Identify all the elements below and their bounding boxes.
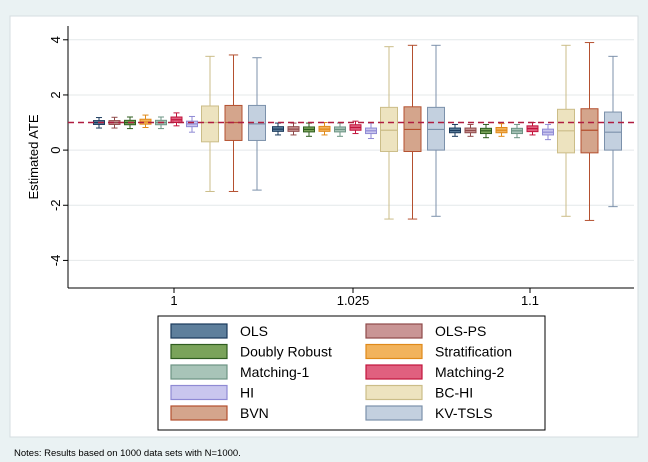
- y-tick-label: -2: [48, 199, 63, 211]
- legend-label: OLS-PS: [435, 323, 486, 339]
- legend-swatch: [170, 323, 228, 339]
- box-hi-0: [186, 115, 198, 133]
- plot-area: [68, 26, 634, 288]
- legend-item-matching-1: Matching-1: [170, 364, 309, 380]
- legend-item-stratification: Stratification: [365, 343, 512, 360]
- legend-swatch: [365, 364, 423, 380]
- box-kv-tsls-1: [427, 44, 445, 217]
- boxes-layer: [93, 42, 622, 221]
- x-ticks: 1 1.025 1.1: [170, 288, 539, 308]
- x-tick-label: 1: [170, 293, 177, 308]
- legend-swatch: [170, 364, 228, 380]
- box-bc-hi-1: [380, 46, 398, 220]
- y-tick-label: 4: [48, 36, 63, 43]
- x-tick-label: 1.025: [337, 293, 370, 308]
- legend-item-matching-2: Matching-2: [365, 364, 504, 380]
- box-iqr: [380, 106, 398, 152]
- y-tick-label: 0: [48, 146, 63, 153]
- legend-swatch: [365, 405, 423, 421]
- x-tick-label: 1.1: [521, 293, 539, 308]
- box-ols-1: [272, 122, 284, 136]
- y-tick-label: -4: [48, 255, 63, 267]
- legend-item-ols-ps: OLS-PS: [365, 323, 486, 339]
- legend-swatch: [170, 384, 228, 401]
- legend-label: Matching-1: [240, 364, 309, 380]
- box-bc-hi-0: [201, 55, 219, 192]
- box-ols-2: [449, 123, 461, 137]
- legend-label: BVN: [240, 405, 269, 421]
- box-matching-2-0: [170, 112, 183, 127]
- box-matching-2-1: [349, 120, 362, 135]
- legend-label: Stratification: [435, 344, 512, 360]
- legend-label: HI: [240, 385, 254, 401]
- box-matching-1-2: [511, 123, 523, 139]
- legend-item-bc-hi: BC-HI: [365, 384, 473, 401]
- legend-item-doubly-robust: Doubly Robust: [170, 343, 332, 360]
- legend-label: Doubly Robust: [240, 344, 332, 360]
- chart-note: Notes: Results based on 1000 data sets w…: [14, 448, 241, 459]
- y-ticks: -4 -2 0 2 4: [48, 36, 68, 266]
- grid-layer: [68, 39, 634, 261]
- box-bc-hi-2: [557, 44, 575, 217]
- legend-label: KV-TSLS: [435, 405, 493, 421]
- box-kv-tsls-2: [604, 55, 622, 208]
- box-stratification-1: [318, 122, 331, 136]
- legend-swatch: [365, 384, 423, 401]
- legend-item-kv-tsls: KV-TSLS: [365, 405, 493, 421]
- legend-item-ols: OLS: [170, 323, 268, 339]
- legend: OLS OLS-PS Doubly Robust Stratification Matc…: [170, 323, 512, 421]
- legend-item-hi: HI: [170, 384, 254, 401]
- y-tick-label: 2: [48, 91, 63, 98]
- legend-swatch: [365, 343, 423, 360]
- legend-label: Matching-2: [435, 364, 504, 380]
- box-doubly-robust-2: [480, 123, 492, 139]
- legend-swatch: [170, 343, 228, 360]
- box-kv-tsls-0: [248, 57, 266, 191]
- box-hi-2: [542, 123, 554, 141]
- box-iqr: [427, 106, 445, 151]
- legend-label: BC-HI: [435, 385, 473, 401]
- legend-swatch: [365, 323, 423, 339]
- box-bvn-1: [403, 44, 422, 220]
- y-axis-label: Estimated ATE: [26, 114, 41, 199]
- legend-swatch: [170, 405, 228, 421]
- legend-item-bvn: BVN: [170, 405, 269, 421]
- legend-label: OLS: [240, 323, 268, 339]
- box-iqr: [201, 105, 219, 143]
- box-bvn-2: [580, 42, 599, 221]
- box-stratification-2: [495, 123, 508, 137]
- box-iqr: [604, 111, 622, 151]
- box-ols-ps-2: [464, 123, 477, 137]
